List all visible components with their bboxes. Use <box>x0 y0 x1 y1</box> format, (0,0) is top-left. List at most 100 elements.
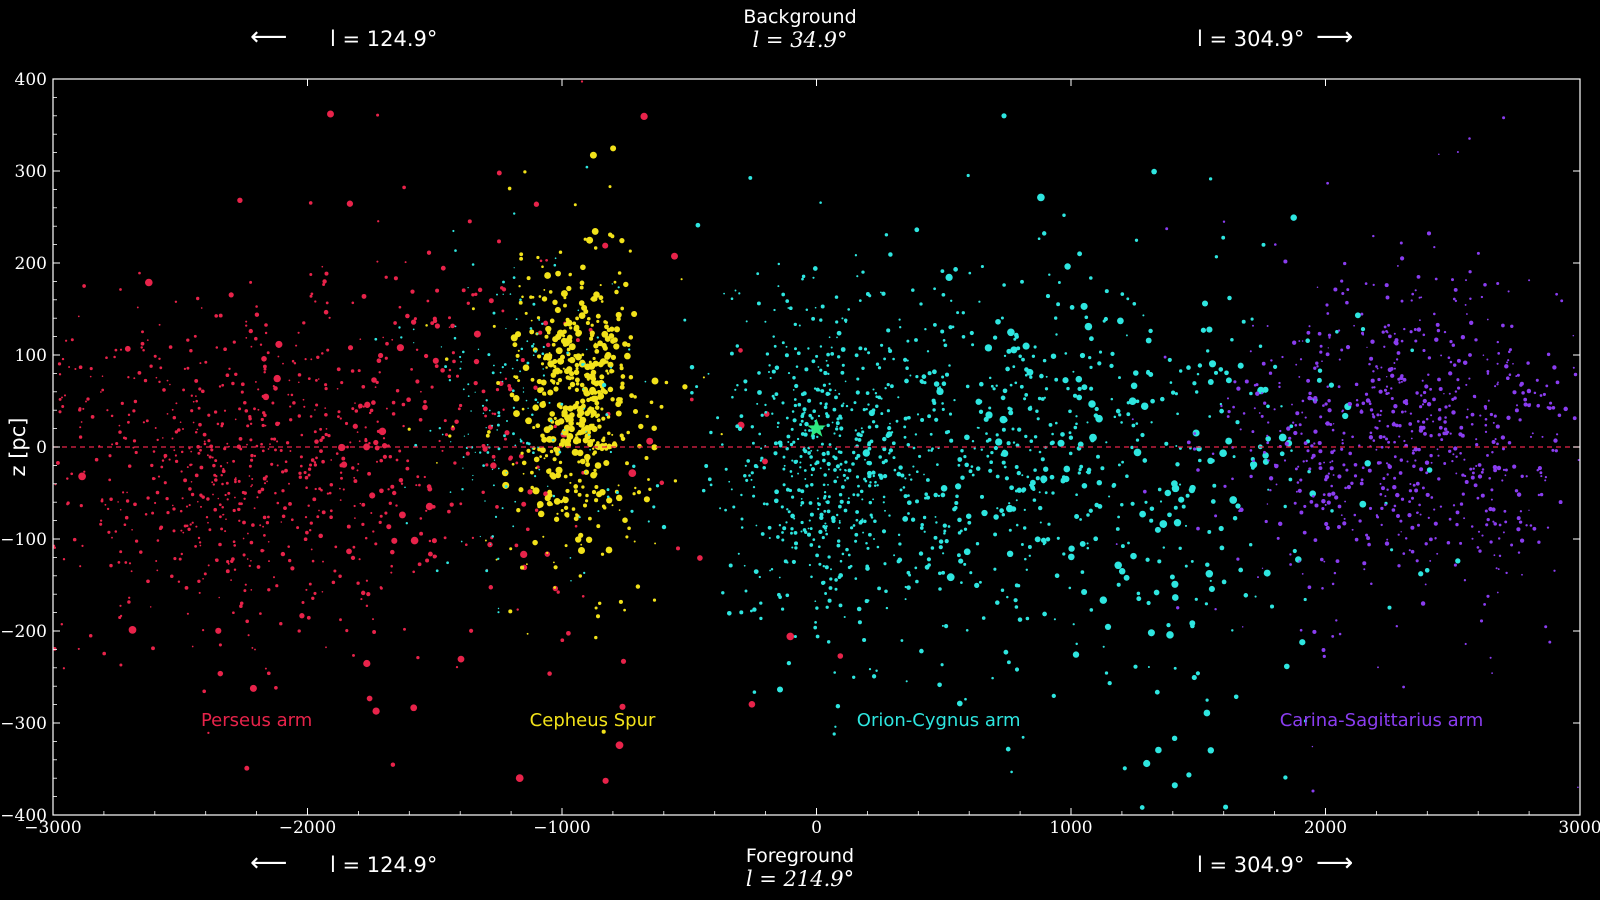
data-point <box>221 469 226 474</box>
data-point <box>995 384 998 387</box>
data-point <box>581 485 585 489</box>
data-point <box>419 531 424 536</box>
data-point <box>1456 378 1460 382</box>
data-point <box>585 499 589 503</box>
data-point <box>1037 193 1045 202</box>
data-point <box>340 381 344 385</box>
data-point <box>1261 361 1266 366</box>
data-point <box>471 263 475 266</box>
data-point <box>270 437 274 441</box>
data-point <box>414 443 418 447</box>
data-point <box>885 606 889 610</box>
data-point <box>910 517 916 522</box>
data-point <box>356 431 359 433</box>
bottom-center-annotation: Foreground l = 214.9° <box>720 845 880 891</box>
data-point <box>1313 430 1317 434</box>
data-point <box>1393 421 1395 424</box>
data-point <box>467 286 469 289</box>
data-point <box>481 490 485 495</box>
data-point <box>1301 411 1304 414</box>
data-point <box>440 368 445 373</box>
data-point <box>417 562 422 567</box>
data-point <box>1486 453 1489 457</box>
data-point <box>1039 521 1042 524</box>
data-point <box>1266 325 1269 327</box>
data-point <box>481 389 486 394</box>
data-point <box>1494 385 1497 388</box>
data-point <box>1488 506 1493 512</box>
data-point <box>496 170 502 176</box>
data-point <box>517 379 521 383</box>
data-point <box>104 503 107 506</box>
data-point <box>225 373 230 378</box>
data-point <box>1460 335 1466 340</box>
data-point <box>1432 397 1436 402</box>
data-point <box>1420 296 1423 299</box>
data-point <box>1142 458 1148 463</box>
x-tick-label: 0 <box>811 818 822 838</box>
data-point <box>520 565 525 570</box>
data-point <box>604 324 609 330</box>
data-point <box>158 357 161 361</box>
data-point <box>553 424 557 429</box>
data-point <box>101 375 104 377</box>
data-point <box>314 409 316 411</box>
data-point <box>874 424 879 429</box>
data-point <box>532 354 535 357</box>
data-point <box>244 583 247 586</box>
data-point <box>200 389 205 394</box>
data-point <box>374 337 378 341</box>
data-point <box>1062 213 1066 218</box>
data-point <box>1278 381 1281 385</box>
data-point <box>243 400 247 405</box>
data-point <box>250 458 254 462</box>
data-point <box>743 379 748 384</box>
data-point <box>321 435 325 440</box>
data-point <box>1011 427 1015 431</box>
data-point <box>1331 582 1335 586</box>
data-point <box>1435 322 1440 327</box>
data-point <box>1421 379 1424 382</box>
data-point <box>597 395 602 400</box>
data-point <box>521 501 527 507</box>
data-point <box>277 421 281 425</box>
data-point <box>413 342 415 344</box>
data-point <box>1266 441 1270 445</box>
data-point <box>1546 406 1550 409</box>
data-point <box>1421 486 1425 490</box>
data-point <box>835 703 841 709</box>
data-point <box>331 580 336 585</box>
data-point <box>367 471 372 476</box>
data-point <box>327 433 331 438</box>
data-point <box>595 614 601 619</box>
data-point <box>139 550 143 554</box>
data-point <box>79 565 82 568</box>
data-point <box>954 500 959 506</box>
data-point <box>398 326 401 329</box>
data-point <box>504 430 510 436</box>
data-point <box>1021 489 1025 493</box>
data-point <box>869 439 874 444</box>
data-point <box>1475 465 1478 467</box>
data-point <box>539 401 547 409</box>
data-point <box>559 500 563 504</box>
data-point <box>568 343 576 351</box>
data-point <box>1528 279 1531 282</box>
data-point <box>243 589 247 593</box>
data-point <box>1505 571 1508 575</box>
data-point <box>993 567 997 571</box>
data-point <box>892 357 895 361</box>
data-point <box>637 443 642 449</box>
data-point <box>1417 447 1421 452</box>
data-point <box>945 273 953 282</box>
data-point <box>194 545 197 548</box>
data-point <box>308 528 312 532</box>
data-point <box>944 624 949 629</box>
data-point <box>548 401 551 404</box>
data-point <box>432 318 438 324</box>
data-point <box>1506 415 1511 420</box>
data-point <box>871 674 877 679</box>
data-point <box>920 380 924 384</box>
data-point <box>525 399 528 402</box>
data-point <box>1257 576 1259 579</box>
